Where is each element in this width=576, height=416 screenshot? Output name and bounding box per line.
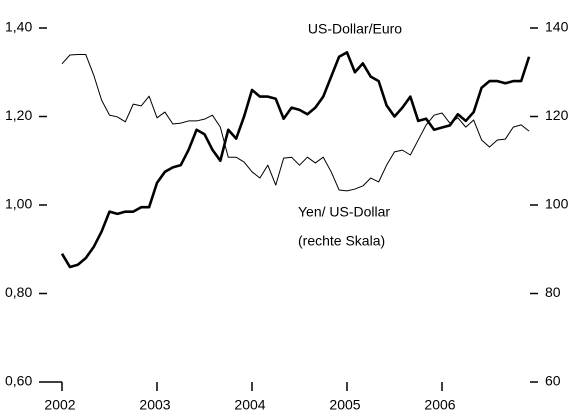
y2-tick-label: 60 <box>545 373 561 389</box>
x-tick-label: 2004 <box>234 397 265 413</box>
y2-tick-label: 100 <box>545 196 569 212</box>
y-tick-label: 1,40 <box>5 19 32 35</box>
x-tick-label: 2006 <box>424 397 455 413</box>
y-tick-label: 1,20 <box>5 107 32 123</box>
series-line <box>60 51 531 269</box>
x-tick-label: 2003 <box>139 397 170 413</box>
annotation: US-Dollar/Euro <box>308 21 402 37</box>
series-line <box>61 54 530 192</box>
y2-tick-label: 80 <box>545 284 561 300</box>
y-tick-label: 0,60 <box>5 373 32 389</box>
x-tick-label: 2005 <box>329 397 360 413</box>
y-tick-label: 1,00 <box>5 196 32 212</box>
y-tick-label: 0,80 <box>5 284 32 300</box>
y2-tick-label: 120 <box>545 107 569 123</box>
annotation: Yen/ US-Dollar <box>298 204 390 220</box>
annotation: (rechte Skala) <box>298 233 385 249</box>
x-tick-label: 2002 <box>44 397 75 413</box>
y2-tick-label: 140 <box>545 19 569 35</box>
